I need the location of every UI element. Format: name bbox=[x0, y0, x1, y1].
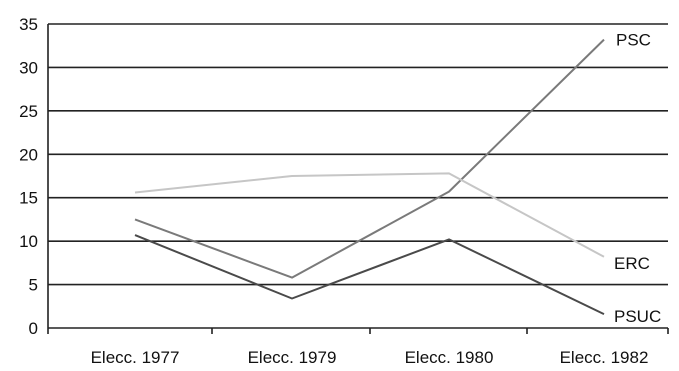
y-tick-label: 15 bbox=[19, 189, 38, 208]
y-tick-label: 30 bbox=[19, 58, 38, 77]
axes bbox=[47, 24, 669, 334]
y-tick-label: 35 bbox=[19, 15, 38, 34]
gridlines bbox=[48, 23, 668, 286]
x-category-label: Elecc. 1979 bbox=[248, 348, 337, 367]
y-tick-labels: 0 5 10 15 20 25 30 35 bbox=[19, 15, 38, 338]
series-line-erc bbox=[134, 172, 605, 258]
series-labels: PSC ERC PSUC bbox=[614, 31, 661, 326]
series-lines bbox=[134, 38, 605, 316]
series-label-psc: PSC bbox=[616, 31, 651, 50]
y-tick-label: 25 bbox=[19, 102, 38, 121]
y-tick-label: 5 bbox=[29, 276, 38, 295]
x-category-label: Elecc. 1977 bbox=[91, 348, 180, 367]
series-line-psc bbox=[134, 38, 605, 279]
y-tick-label: 0 bbox=[29, 319, 38, 338]
x-category-label: Elecc. 1982 bbox=[560, 348, 649, 367]
x-category-label: Elecc. 1980 bbox=[405, 348, 494, 367]
y-tick-label: 20 bbox=[19, 145, 38, 164]
x-category-labels: Elecc. 1977 Elecc. 1979 Elecc. 1980 Elecc. … bbox=[91, 348, 649, 367]
series-line-psuc bbox=[134, 234, 605, 316]
y-tick-label: 10 bbox=[19, 232, 38, 251]
series-label-erc: ERC bbox=[614, 254, 650, 273]
series-label-psuc: PSUC bbox=[614, 307, 661, 326]
